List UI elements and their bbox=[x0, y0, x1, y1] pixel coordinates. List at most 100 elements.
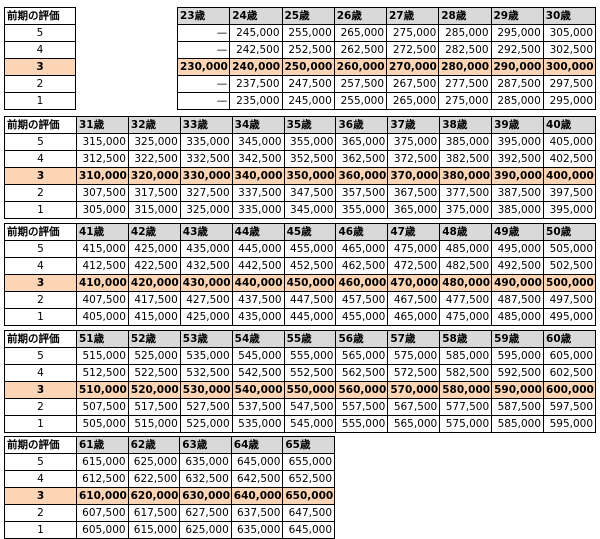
salary-cell: 505,000 bbox=[543, 240, 596, 258]
table-row: —245,000 255,000 265,000 275,000 285,000 295,… bbox=[176, 24, 597, 42]
salary-cell: 285,000 bbox=[490, 92, 544, 110]
salary-table-61-65: 前期の評価 61歳 62歳 63歳 64歳 65歳 5 615,000 625,000 635,0… bbox=[4, 436, 335, 539]
salary-cell: 522,500 bbox=[127, 364, 181, 382]
table-row: —237,500 247,500 257,500 267,500 277,500 287,… bbox=[176, 75, 597, 93]
salary-cell: 550,000 bbox=[283, 381, 337, 399]
age-header: 31歳 bbox=[76, 116, 129, 134]
age-header: 60歳 bbox=[543, 330, 596, 348]
salary-cell: 567,500 bbox=[387, 398, 441, 416]
age-header: 63歳 bbox=[179, 436, 232, 454]
grade-label: 4 bbox=[4, 470, 77, 488]
age-header: 61歳 bbox=[76, 436, 129, 454]
salary-cell: 325,000 bbox=[127, 133, 181, 151]
salary-cell: 615,000 bbox=[127, 521, 181, 539]
salary-cell: 375,000 bbox=[439, 201, 493, 219]
header-row: 前期の評価 61歳 62歳 63歳 64歳 65歳 bbox=[4, 436, 335, 454]
salary-cell: 637,500 bbox=[230, 504, 284, 522]
table-row: 1 505,000 515,000 525,000 535,000 545,000 555,… bbox=[4, 415, 596, 433]
header-row: 前期の評価 31歳 32歳 33歳 34歳 35歳 36歳 37歳 38歳 39歳 40歳 bbox=[4, 116, 596, 134]
salary-cell: 307,500 bbox=[76, 184, 129, 202]
salary-cell: 445,000 bbox=[283, 308, 337, 326]
salary-cell: 405,000 bbox=[543, 133, 596, 151]
salary-table-51-60: 前期の評価 51歳 52歳 53歳 54歳 55歳 56歳 57歳 58歳 59歳 60歳 5 515,… bbox=[4, 330, 596, 433]
salary-cell: 617,500 bbox=[127, 504, 181, 522]
age-header: 26歳 bbox=[333, 7, 388, 25]
table-row: 2 507,500 517,500 527,500 537,500 547,500 557,… bbox=[4, 398, 596, 416]
grade-label: 2 bbox=[4, 504, 77, 522]
salary-cell: 345,000 bbox=[283, 201, 337, 219]
table-row: 4 612,500 622,500 632,500 642,500 652,500 bbox=[4, 470, 335, 488]
salary-cell: 405,000 bbox=[76, 308, 129, 326]
salary-cell: 530,000 bbox=[179, 381, 233, 399]
age-header: 55歳 bbox=[283, 330, 337, 348]
grade-label: 3 bbox=[4, 58, 76, 76]
salary-cell: 297,500 bbox=[542, 75, 597, 93]
salary-cell: 365,000 bbox=[335, 133, 389, 151]
salary-cell: 327,500 bbox=[179, 184, 233, 202]
salary-cell: 602,500 bbox=[543, 364, 596, 382]
table-row: 4 412,500 422,500 432,500 442,500 452,500 462,… bbox=[4, 257, 596, 275]
salary-cell: 270,000 bbox=[385, 58, 440, 76]
salary-cell: 472,500 bbox=[387, 257, 441, 275]
grade-label: 5 bbox=[4, 24, 76, 42]
salary-cell: 515,000 bbox=[127, 415, 181, 433]
salary-cell: 462,500 bbox=[335, 257, 389, 275]
salary-cell: 555,000 bbox=[335, 415, 389, 433]
table-row: 2 307,500 317,500 327,500 337,500 347,500 357,… bbox=[4, 184, 596, 202]
salary-cell: 497,500 bbox=[543, 291, 596, 309]
salary-cell: — bbox=[176, 75, 231, 93]
salary-cell: 412,500 bbox=[76, 257, 129, 275]
salary-cell: 560,000 bbox=[335, 381, 389, 399]
table-row: 5 515,000 525,000 535,000 545,000 555,000 565,… bbox=[4, 347, 596, 365]
salary-cell: 595,000 bbox=[543, 415, 596, 433]
grade-label: 1 bbox=[4, 415, 77, 433]
salary-cell: 442,500 bbox=[231, 257, 285, 275]
salary-cell: 652,500 bbox=[282, 470, 335, 488]
salary-cell: 492,500 bbox=[491, 257, 545, 275]
salary-cell: 250,000 bbox=[281, 58, 335, 76]
salary-cell: 635,000 bbox=[230, 521, 284, 539]
grade-label: 1 bbox=[4, 201, 77, 219]
salary-cell: 510,000 bbox=[76, 381, 129, 399]
salary-cell: — bbox=[176, 41, 231, 59]
salary-cell: 275,000 bbox=[385, 24, 440, 42]
salary-cell: 350,000 bbox=[283, 167, 337, 185]
salary-cell: 480,000 bbox=[439, 274, 493, 292]
table-row: 2 607,500 617,500 627,500 637,500 647,500 bbox=[4, 504, 335, 522]
salary-cell: 415,000 bbox=[76, 240, 129, 258]
salary-cell: 425,000 bbox=[179, 308, 233, 326]
salary-cell: 390,000 bbox=[491, 167, 545, 185]
header-row: 23歳 24歳 25歳 26歳 27歳 28歳 29歳 30歳 bbox=[176, 7, 597, 25]
age-header: 44歳 bbox=[231, 223, 285, 241]
salary-cell: 512,500 bbox=[76, 364, 129, 382]
salary-cell: 642,500 bbox=[230, 470, 284, 488]
salary-cell: 495,000 bbox=[543, 308, 596, 326]
salary-cell: 330,000 bbox=[179, 167, 233, 185]
salary-cell: 400,000 bbox=[543, 167, 596, 185]
salary-cell: 370,000 bbox=[387, 167, 441, 185]
salary-cell: 455,000 bbox=[283, 240, 337, 258]
salary-cell: 377,500 bbox=[439, 184, 493, 202]
salary-cell: 615,000 bbox=[76, 453, 129, 471]
salary-cell: 490,000 bbox=[491, 274, 545, 292]
salary-cell: 435,000 bbox=[179, 240, 233, 258]
salary-cell: 520,000 bbox=[127, 381, 181, 399]
salary-cell: 265,000 bbox=[385, 92, 440, 110]
age-header: 43歳 bbox=[179, 223, 233, 241]
age-header: 28歳 bbox=[438, 7, 492, 25]
salary-cell: 375,000 bbox=[387, 133, 441, 151]
grade-label: 2 bbox=[4, 184, 77, 202]
table-row: 1 405,000 415,000 425,000 435,000 445,000 455,… bbox=[4, 308, 596, 326]
salary-cell: 625,000 bbox=[127, 453, 181, 471]
salary-cell: 265,000 bbox=[333, 24, 388, 42]
age-header: 48歳 bbox=[439, 223, 493, 241]
age-header: 38歳 bbox=[439, 116, 493, 134]
salary-cell: 367,500 bbox=[387, 184, 441, 202]
salary-cell: 447,500 bbox=[283, 291, 337, 309]
salary-table-23-30: 23歳 24歳 25歳 26歳 27歳 28歳 29歳 30歳 —245,000 255,000 2… bbox=[176, 7, 597, 110]
salary-cell: 622,500 bbox=[127, 470, 181, 488]
salary-cell: 335,000 bbox=[231, 201, 285, 219]
salary-cell: 620,000 bbox=[127, 487, 181, 505]
salary-cell: 585,000 bbox=[491, 415, 545, 433]
salary-cell: 605,000 bbox=[543, 347, 596, 365]
